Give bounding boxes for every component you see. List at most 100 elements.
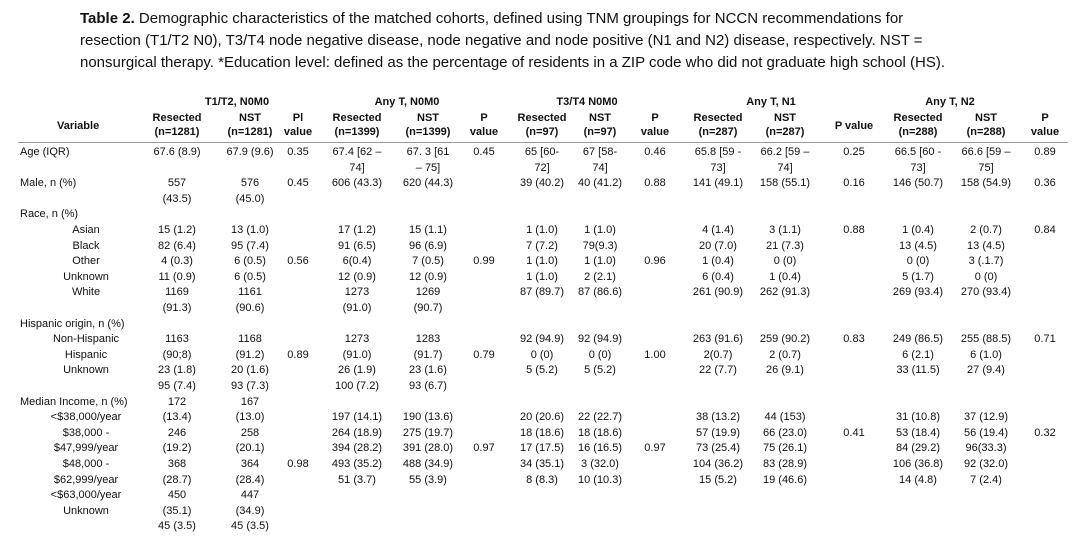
cell: 95 (7.4) <box>158 380 196 392</box>
column-header: Resected <box>517 112 567 124</box>
column-header: (n=97) <box>525 126 559 138</box>
cell: 20 (20.6) <box>519 411 565 424</box>
cell: 3 (1.1) <box>769 224 801 236</box>
cell: 96 (6.9) <box>409 239 447 252</box>
cell: 0.98 <box>287 458 309 470</box>
cell: (28.4) <box>235 473 265 486</box>
cell: 6(0.4) <box>342 255 372 268</box>
cell: (45.0) <box>235 192 265 205</box>
column-header: NST <box>239 112 261 124</box>
cell: 0 (0) <box>906 255 930 268</box>
cell: (90.6) <box>235 302 265 314</box>
row-label: Black <box>72 239 100 252</box>
cell: 17 (1.2) <box>338 224 376 236</box>
cell: 172 <box>167 395 187 408</box>
cell: 6 (0.5) <box>234 255 266 268</box>
group-header: T1/T2, N0M0 <box>204 96 270 108</box>
cell: 92 (94.9) <box>577 333 623 346</box>
column-header: (n=1281) <box>227 126 273 138</box>
row-label: $47,999/year <box>53 442 119 455</box>
cell: 0.97 <box>644 442 666 455</box>
cell: 6 (1.0) <box>970 348 1002 361</box>
cell: 79(9.3) <box>582 239 618 252</box>
row-label: Male, n (%) <box>20 177 77 190</box>
cell: 275 (19.7) <box>402 426 454 439</box>
column-header: (n=288) <box>966 126 1006 138</box>
cell: (91.0) <box>342 302 372 314</box>
column-header: (n=97) <box>583 126 617 138</box>
cell: 1 (0.4) <box>702 255 734 268</box>
cell: (43.5) <box>162 192 192 205</box>
cell: 0.71 <box>1034 333 1056 346</box>
cell: 246 <box>167 426 187 439</box>
cell: 7 (7.2) <box>526 239 558 252</box>
column-header: value <box>640 126 670 138</box>
cell: 67.4 [62 – <box>332 146 382 158</box>
cell: 66.2 [59 – <box>760 146 810 158</box>
cell: 106 (36.8) <box>892 458 944 470</box>
cell: 14 (4.8) <box>899 473 937 486</box>
cell: 158 (55.1) <box>759 177 811 190</box>
column-header: (n=287) <box>765 126 805 138</box>
cell: 1273 <box>344 286 370 299</box>
cell: 263 (91.6) <box>692 333 744 346</box>
column-header: NST <box>774 112 796 124</box>
cell: 73] <box>710 161 726 174</box>
cell: 31 (10.8) <box>895 411 941 424</box>
column-header: value <box>469 126 499 138</box>
cell: 262 (91.3) <box>759 286 811 299</box>
cell: 0.99 <box>473 255 495 268</box>
column-header: Resected <box>332 112 382 124</box>
cell: 368 <box>167 458 187 470</box>
cell: 22 (22.7) <box>577 411 623 424</box>
column-header: NST <box>417 112 439 124</box>
column-header: P value <box>834 120 874 132</box>
cell: 34 (35.1) <box>519 458 565 470</box>
cell: 83 (28.9) <box>762 458 808 470</box>
cell: 0.89 <box>287 348 309 361</box>
cell: 23 (1.8) <box>158 364 196 377</box>
cell: 1168 <box>238 333 262 346</box>
cell: 23 (1.6) <box>409 364 447 377</box>
row-label: Hispanic <box>64 348 108 361</box>
group-header: Any T, N0M0 <box>374 96 440 108</box>
cell: (13.4) <box>162 411 192 424</box>
cell: 3 (.1.7) <box>968 255 1004 268</box>
cell: 87 (89.7) <box>519 286 565 299</box>
column-header: P <box>651 112 659 124</box>
cell: 255 (88.5) <box>960 333 1012 346</box>
cell: 87 (86.6) <box>577 286 623 299</box>
cell: 0.89 <box>1034 146 1056 158</box>
cell: 1.00 <box>644 348 666 361</box>
cell: 0.79 <box>473 348 495 361</box>
cell: 82 (6.4) <box>158 239 196 252</box>
cell: 364 <box>240 458 260 470</box>
row-label: Non-Hispanic <box>52 333 120 346</box>
cell: 493 (35.2) <box>331 458 383 470</box>
cell: 167 <box>240 395 260 408</box>
row-label: <$63,000/year <box>50 489 122 502</box>
column-header: (n=288) <box>898 126 938 138</box>
cell: 0.84 <box>1034 224 1056 236</box>
cell: 51 (3.7) <box>338 473 376 486</box>
row-label: Unknown <box>63 364 109 377</box>
cell: 1 (1.0) <box>584 224 616 236</box>
caption-line: Table 2. Demographic characteristics of … <box>80 8 945 30</box>
row-label: <$38,000/year <box>50 411 122 424</box>
cell: 39 (40.2) <box>519 177 565 190</box>
row-label: Unknown <box>63 270 109 283</box>
cell: 450 <box>167 489 187 502</box>
cell: 18 (18.6) <box>519 426 565 439</box>
row-label: $48,000 - <box>62 458 110 470</box>
caption-label: Table 2. <box>80 10 135 27</box>
cell: 17 (17.5) <box>519 442 565 455</box>
cell: 75] <box>978 161 994 174</box>
cell: 261 (90.9) <box>692 286 744 299</box>
caption-line: resection (T1/T2 N0), T3/T4 node negativ… <box>80 32 923 49</box>
cell: 18 (18.6) <box>577 426 623 439</box>
cell: 67.9 (9.6) <box>226 146 274 158</box>
column-header: P <box>1041 112 1049 124</box>
cell: 1 (0.4) <box>769 270 801 283</box>
cell: 22 (7.7) <box>699 364 737 377</box>
cell: 259 (90.2) <box>759 333 811 346</box>
